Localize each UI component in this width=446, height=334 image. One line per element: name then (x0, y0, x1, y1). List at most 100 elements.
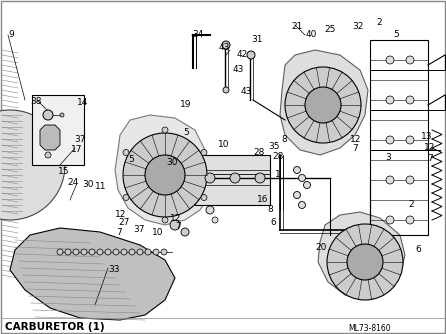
Text: 10: 10 (218, 140, 230, 149)
Text: 7: 7 (352, 144, 358, 153)
Circle shape (170, 220, 180, 230)
Circle shape (293, 167, 301, 173)
Text: 17: 17 (71, 145, 83, 154)
Circle shape (386, 176, 394, 184)
Text: 14: 14 (77, 98, 88, 107)
Circle shape (113, 249, 119, 255)
Circle shape (386, 56, 394, 64)
Text: 32: 32 (352, 22, 363, 31)
Circle shape (347, 244, 383, 280)
Circle shape (129, 249, 135, 255)
Text: 43: 43 (219, 43, 231, 52)
Circle shape (162, 217, 168, 223)
Text: 9: 9 (8, 30, 14, 39)
Text: 12: 12 (115, 210, 126, 219)
Circle shape (298, 201, 306, 208)
Circle shape (161, 249, 167, 255)
Text: 35: 35 (268, 142, 280, 151)
Text: 12: 12 (170, 214, 182, 223)
Text: 5: 5 (393, 30, 399, 39)
Text: 43: 43 (233, 65, 244, 74)
Circle shape (153, 249, 159, 255)
Text: 43: 43 (241, 87, 252, 96)
Circle shape (212, 217, 218, 223)
Bar (370, 40, 428, 235)
Circle shape (358, 255, 372, 269)
Bar (32, 95, 84, 165)
Text: 10: 10 (152, 228, 164, 237)
Circle shape (293, 191, 301, 198)
Text: 12: 12 (350, 135, 361, 144)
Text: 34: 34 (192, 30, 203, 39)
Text: 31: 31 (251, 35, 263, 44)
Circle shape (406, 136, 414, 144)
Circle shape (57, 249, 63, 255)
Polygon shape (115, 115, 210, 225)
Circle shape (65, 249, 71, 255)
Circle shape (386, 96, 394, 104)
Circle shape (285, 67, 361, 143)
Text: 30: 30 (82, 180, 94, 189)
Circle shape (201, 194, 207, 200)
Circle shape (201, 150, 207, 156)
Circle shape (123, 194, 129, 200)
Text: 12: 12 (424, 143, 435, 152)
Text: 7: 7 (116, 228, 122, 237)
Circle shape (121, 249, 127, 255)
Circle shape (386, 216, 394, 224)
Text: 21: 21 (291, 22, 302, 31)
Text: 8: 8 (281, 135, 287, 144)
Text: 3: 3 (385, 153, 391, 162)
Polygon shape (318, 212, 405, 298)
Circle shape (162, 127, 168, 133)
Text: 5: 5 (183, 128, 189, 137)
Circle shape (73, 249, 79, 255)
Text: CARBURETOR (1): CARBURETOR (1) (5, 322, 105, 332)
Text: 28: 28 (272, 152, 283, 161)
Circle shape (123, 150, 129, 156)
Polygon shape (10, 228, 175, 320)
Circle shape (298, 174, 306, 181)
Text: 37: 37 (74, 135, 86, 144)
Text: 2: 2 (408, 200, 413, 209)
Text: 19: 19 (180, 100, 191, 109)
Text: 20: 20 (315, 243, 326, 252)
Circle shape (255, 173, 265, 183)
Text: 11: 11 (95, 182, 107, 191)
Text: ML73-8160: ML73-8160 (348, 324, 391, 333)
Circle shape (181, 228, 189, 236)
Text: 25: 25 (324, 25, 335, 34)
Circle shape (60, 113, 64, 117)
Text: 13: 13 (421, 132, 433, 141)
Circle shape (247, 51, 255, 59)
Circle shape (222, 41, 230, 49)
Circle shape (223, 87, 229, 93)
Text: 42: 42 (237, 50, 248, 59)
Circle shape (316, 98, 330, 112)
Circle shape (157, 167, 173, 183)
Circle shape (43, 110, 53, 120)
Circle shape (205, 173, 215, 183)
Text: 7: 7 (175, 222, 181, 231)
Circle shape (0, 110, 65, 220)
Circle shape (327, 224, 403, 300)
Polygon shape (280, 50, 368, 155)
Circle shape (97, 249, 103, 255)
Text: 15: 15 (58, 167, 70, 176)
Text: 6: 6 (415, 245, 421, 254)
Text: 30: 30 (166, 158, 178, 167)
Circle shape (230, 173, 240, 183)
Text: 1: 1 (275, 170, 281, 179)
Text: 28: 28 (253, 148, 264, 157)
Text: 5: 5 (128, 155, 134, 164)
Circle shape (303, 181, 310, 188)
Text: 8: 8 (267, 205, 273, 214)
Circle shape (137, 249, 143, 255)
Bar (195, 155, 270, 205)
Text: 2: 2 (376, 18, 382, 27)
Text: 33: 33 (108, 265, 120, 274)
Text: 24: 24 (67, 178, 78, 187)
Circle shape (406, 96, 414, 104)
Circle shape (105, 249, 111, 255)
Text: 27: 27 (118, 218, 129, 227)
